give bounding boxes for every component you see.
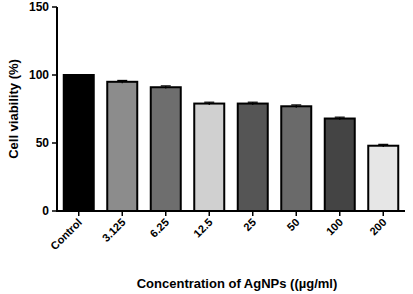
error-bar	[161, 86, 171, 89]
y-axis	[56, 7, 58, 212]
x-tick	[296, 211, 298, 216]
error-bar	[378, 144, 388, 147]
y-tick-label: 0	[42, 204, 49, 218]
error-bar	[117, 80, 127, 83]
bars	[64, 75, 399, 211]
bar	[64, 75, 94, 211]
y-tick-label: 150	[29, 0, 49, 14]
bar	[194, 104, 224, 211]
chart-container: 0 50 100 150 Control 3.125 6.25 12.5 25 50 100 200 C…	[0, 0, 413, 294]
x-tick	[339, 211, 341, 216]
bar	[368, 146, 398, 211]
x-tick-label: Control	[48, 216, 84, 252]
x-tick	[78, 211, 80, 216]
x-tick-label: 50	[285, 216, 302, 233]
y-tick	[52, 142, 57, 144]
error-bar	[204, 102, 214, 105]
x-axis	[56, 210, 405, 212]
x-tick-label: 200	[367, 216, 388, 237]
y-tick	[52, 74, 57, 76]
bar	[325, 119, 355, 211]
x-tick	[252, 211, 254, 216]
bar	[281, 106, 311, 211]
x-tick	[165, 211, 167, 216]
y-tick-label: 50	[36, 136, 50, 150]
x-tick-label: 6.25	[148, 216, 172, 240]
error-bar	[291, 105, 301, 108]
bar	[107, 82, 137, 211]
error-bar	[248, 102, 258, 105]
y-tick	[52, 6, 57, 8]
x-tick-label: 12.5	[191, 216, 215, 240]
x-tick-label: 3.125	[100, 216, 128, 244]
x-axis-label: Concentration of AgNPs ((µg/ml)	[137, 276, 338, 291]
error-bar	[335, 117, 345, 120]
y-tick-label: 100	[29, 68, 49, 82]
x-tick	[383, 211, 385, 216]
x-tick	[209, 211, 211, 216]
x-tick	[122, 211, 124, 216]
y-axis-label: Cell viability (%)	[6, 59, 21, 159]
chart-svg: 0 50 100 150 Control 3.125 6.25 12.5 25 50 100 200 C…	[0, 0, 413, 294]
x-tick-label: 25	[241, 216, 258, 233]
x-tick-label: 100	[324, 216, 345, 237]
y-tick	[52, 210, 57, 212]
bar	[151, 87, 181, 211]
bar	[238, 104, 268, 211]
